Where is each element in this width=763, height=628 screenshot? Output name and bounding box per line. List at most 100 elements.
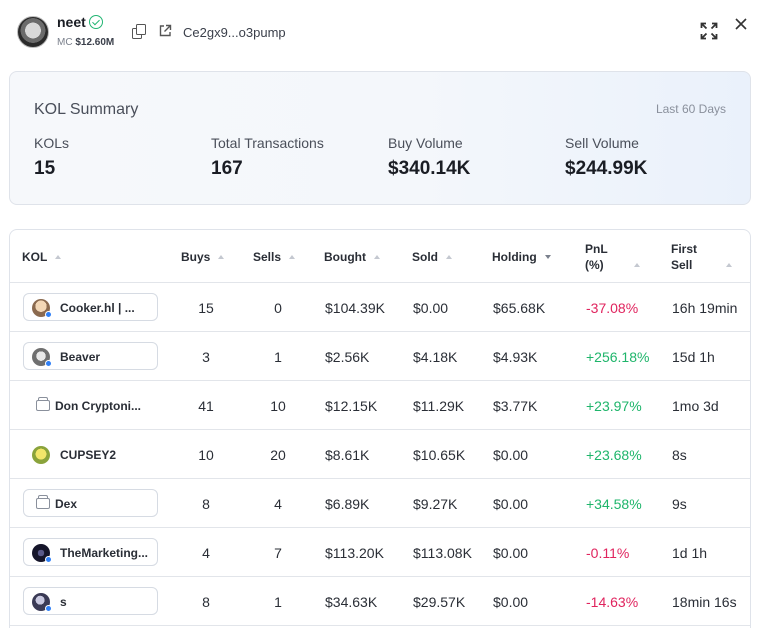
bought-cell: $34.63K	[325, 594, 378, 610]
table-row[interactable]: Dex 8 4 $6.89K $9.27K $0.00 +34.58% 9s	[10, 479, 750, 528]
buys-cell: 8	[202, 496, 210, 512]
bought-cell: $113.20K	[325, 545, 384, 561]
token-address[interactable]: Ce2gx9...o3pump	[183, 25, 286, 40]
sold-cell: $10.65K	[413, 447, 466, 463]
sort-desc-icon	[544, 255, 551, 259]
header-label-line2: Sell	[671, 257, 733, 273]
first-sell-cell: 9s	[672, 496, 687, 512]
header-label: Sells	[253, 250, 282, 264]
sells-cell: 0	[274, 300, 282, 316]
buys-cell: 10	[198, 447, 214, 463]
market-cap: MC $12.60M	[57, 37, 114, 48]
header-label: KOL	[22, 250, 48, 264]
sold-cell: $29.57K	[413, 594, 466, 610]
kol-name: Beaver	[60, 350, 101, 364]
header-kol[interactable]: KOL	[22, 249, 62, 265]
stat-value: 167	[211, 158, 243, 179]
sold-cell: $9.27K	[413, 496, 458, 512]
table-row[interactable]: Beaver 3 1 $2.56K $4.18K $4.93K +256.18%…	[10, 332, 750, 381]
sold-cell: $4.18K	[413, 349, 458, 365]
token-name: neet	[57, 14, 86, 30]
kol-name: Dex	[55, 497, 78, 511]
kol-avatar	[32, 446, 50, 464]
pnl-cell: +23.68%	[586, 447, 642, 463]
sells-cell: 7	[274, 545, 282, 561]
sort-icon	[633, 263, 640, 267]
header-label: (%)	[585, 258, 604, 272]
buys-cell: 3	[202, 349, 210, 365]
holding-cell: $65.68K	[493, 300, 546, 316]
bought-cell: $104.39K	[325, 300, 385, 316]
sells-cell: 10	[270, 398, 286, 414]
stat-value: $340.14K	[388, 158, 471, 179]
verified-icon	[89, 15, 103, 29]
bought-cell: $8.61K	[325, 447, 370, 463]
table-row[interactable]: CUPSEY2 10 20 $8.61K $10.65K $0.00 +23.6…	[10, 430, 750, 479]
sold-cell: $113.08K	[413, 545, 472, 561]
stat-label: Sell Volume	[565, 135, 639, 151]
header-buys[interactable]: Buys	[181, 249, 225, 265]
market-cap-label: MC	[57, 37, 73, 48]
expand-icon[interactable]	[700, 22, 718, 40]
table-row[interactable]: s 8 1 $34.63K $29.57K $0.00 -14.63% 18mi…	[10, 577, 750, 626]
header-label: Holding	[492, 250, 537, 264]
kol-chip[interactable]: Dex	[23, 489, 158, 517]
stat-label: Buy Volume	[388, 135, 463, 151]
kol-chip[interactable]: CUPSEY2	[23, 440, 158, 468]
first-sell-cell: 8s	[672, 447, 687, 463]
header-sold[interactable]: Sold	[412, 249, 452, 265]
holding-cell: $0.00	[493, 594, 529, 610]
table-header: KOL Buys Sells Bought Sold Holding PnL (…	[10, 230, 750, 283]
sells-cell: 20	[270, 447, 286, 463]
holding-cell: $0.00	[493, 447, 529, 463]
table-row[interactable]: Don Cryptoni... 41 10 $12.15K $11.29K $3…	[10, 381, 750, 430]
kol-chip[interactable]: s	[23, 587, 158, 615]
holding-cell: $0.00	[493, 496, 529, 512]
summary-period: Last 60 Days	[655, 102, 726, 116]
header-first-sell[interactable]: First Sell	[671, 241, 733, 273]
kol-name: Cooker.hl | ...	[60, 301, 135, 315]
close-icon[interactable]	[733, 16, 749, 32]
buys-cell: 4	[202, 545, 210, 561]
external-link-icon[interactable]	[158, 24, 172, 38]
kol-avatar	[32, 544, 52, 563]
sells-cell: 1	[274, 594, 282, 610]
kol-chip[interactable]: Don Cryptoni...	[23, 391, 158, 419]
first-sell-cell: 1mo 3d	[672, 398, 719, 414]
sort-icon	[446, 255, 452, 259]
kol-name: Don Cryptoni...	[55, 399, 141, 413]
kol-name: s	[60, 595, 67, 609]
pnl-cell: +34.58%	[586, 496, 642, 512]
header-label: Sold	[412, 250, 438, 264]
header-pnl[interactable]: PnL (%)	[585, 241, 640, 273]
buys-cell: 15	[198, 300, 214, 316]
kol-table: KOL Buys Sells Bought Sold Holding PnL (…	[9, 229, 751, 628]
sold-cell: $11.29K	[413, 398, 465, 414]
buys-cell: 41	[198, 398, 214, 414]
kol-name: CUPSEY2	[60, 448, 117, 462]
kol-chip[interactable]: TheMarketing...	[23, 538, 158, 566]
header-holding[interactable]: Holding	[492, 249, 551, 265]
wallet-icon	[36, 495, 50, 509]
token-header: neet MC $12.60M Ce2gx9...o3pump	[0, 0, 763, 62]
header-bought[interactable]: Bought	[324, 249, 380, 265]
kol-summary-card: KOL Summary Last 60 Days KOLs 15 Total T…	[9, 71, 751, 205]
token-avatar	[17, 16, 49, 48]
table-row[interactable]: TheMarketing... 4 7 $113.20K $113.08K $0…	[10, 528, 750, 577]
stat-label: Total Transactions	[211, 135, 324, 151]
kol-avatar	[32, 593, 52, 612]
pnl-cell: +23.97%	[586, 398, 642, 414]
sells-cell: 1	[274, 349, 282, 365]
header-sells[interactable]: Sells	[253, 249, 296, 265]
sort-icon	[55, 255, 62, 259]
wallet-icon	[36, 397, 50, 411]
stat-kols: KOLs 15	[34, 135, 69, 180]
first-sell-cell: 18min 16s	[672, 594, 737, 610]
copy-icon[interactable]	[131, 24, 146, 39]
header-label: Buys	[181, 250, 211, 264]
kol-chip[interactable]: Cooker.hl | ...	[23, 293, 158, 321]
kol-chip[interactable]: Beaver	[23, 342, 158, 370]
status-dot	[45, 360, 52, 367]
header-label: PnL	[585, 242, 608, 256]
table-row[interactable]: Cooker.hl | ... 15 0 $104.39K $0.00 $65.…	[10, 283, 750, 332]
